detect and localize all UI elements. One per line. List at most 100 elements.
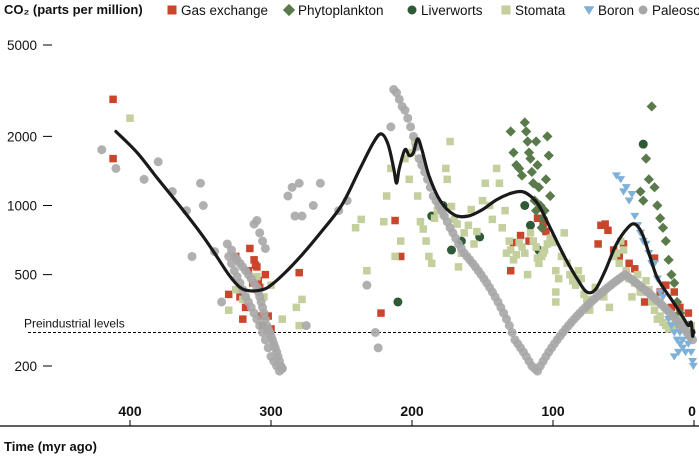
point-paleosols [258, 327, 268, 337]
point-phytoplankton [635, 186, 646, 197]
point-stomata [574, 266, 583, 275]
legend-marker-gas-exchange [167, 5, 177, 15]
point-boron [686, 348, 696, 357]
point-paleosols [227, 258, 237, 268]
x-tick-label: 300 [259, 403, 283, 419]
point-stomata [430, 214, 439, 222]
point-stomata [467, 205, 475, 214]
point-stomata [473, 227, 481, 236]
point-stomata [413, 192, 422, 200]
point-stomata [605, 303, 614, 312]
point-stomata [540, 246, 549, 254]
point-phytoplankton [530, 136, 542, 147]
point-stomata [419, 225, 428, 233]
point-stomata [546, 234, 554, 243]
point-stomata [633, 270, 642, 279]
point-paleosols [504, 321, 514, 331]
point-paleosols [403, 113, 413, 123]
point-phytoplankton [666, 269, 677, 280]
point-stomata [488, 215, 497, 224]
point-stomata [460, 229, 468, 237]
point-paleosols [408, 131, 418, 141]
point-paleosols [260, 335, 270, 345]
point-stomata [422, 237, 430, 245]
point-phytoplankton [542, 131, 553, 142]
point-stomata [363, 266, 371, 275]
data-points [97, 85, 698, 376]
point-stomata [543, 240, 552, 248]
point-stomata [568, 277, 577, 285]
point-stomata [518, 243, 526, 251]
point-stomata [628, 293, 636, 301]
point-phytoplankton [545, 190, 556, 202]
point-paleosols [297, 211, 307, 221]
point-liverworts [525, 220, 535, 230]
point-phytoplankton [526, 166, 537, 178]
point-paleosols [386, 122, 396, 132]
point-stomata [442, 164, 450, 173]
point-paleosols [315, 178, 325, 188]
point-boron [678, 336, 688, 344]
point-boron [616, 176, 626, 184]
point-phytoplankton [671, 296, 683, 308]
point-paleosols [139, 174, 149, 184]
point-stomata [557, 252, 566, 261]
point-stomata [580, 290, 588, 299]
point-paleosols [196, 178, 205, 188]
point-stomata [577, 274, 585, 283]
point-paleosols [362, 280, 372, 290]
x-tick-label: 400 [118, 403, 142, 419]
point-gas-exchange [631, 265, 639, 273]
point-paleosols [294, 178, 304, 188]
point-stomata [481, 179, 490, 187]
point-paleosols [400, 105, 410, 115]
point-stomata [232, 285, 240, 294]
point-stomata [616, 237, 625, 245]
point-stomata [533, 254, 542, 262]
point-stomata [292, 303, 301, 312]
y-tick-label: 5000 [7, 38, 37, 53]
co2-trend-line [114, 129, 696, 338]
point-paleosols [97, 145, 107, 155]
legend-marker-stomata [501, 5, 511, 15]
point-gas-exchange [109, 154, 117, 163]
point-phytoplankton [521, 126, 532, 137]
point-gas-exchange [396, 252, 405, 261]
point-stomata [552, 298, 560, 306]
point-stomata [612, 249, 621, 257]
point-paleosols [277, 364, 287, 374]
point-gas-exchange [604, 226, 612, 235]
point-paleosols [283, 191, 293, 201]
point-phytoplankton [533, 182, 544, 193]
point-gas-exchange [516, 231, 525, 240]
point-paleosols [260, 243, 270, 253]
point-stomata [425, 252, 433, 261]
point-stomata [532, 243, 540, 251]
point-gas-exchange [254, 277, 263, 285]
point-liverworts [520, 201, 530, 210]
point-stomata [447, 202, 456, 211]
point-boron [624, 197, 634, 205]
point-boron [669, 329, 679, 337]
point-stomata [351, 224, 360, 232]
point-boron [672, 336, 682, 344]
point-stomata [670, 325, 679, 333]
point-stomata [450, 215, 459, 224]
point-phytoplankton [508, 147, 519, 158]
point-paleosols [287, 182, 297, 192]
point-phytoplankton [655, 213, 666, 224]
point-gas-exchange [670, 288, 679, 296]
point-phytoplankton [543, 150, 554, 161]
point-paleosols [187, 251, 197, 261]
point-phytoplankton [505, 126, 516, 137]
point-stomata [549, 238, 557, 247]
point-stomata [446, 137, 454, 146]
point-stomata [585, 306, 594, 314]
legend-marker-paleosols [638, 5, 648, 15]
point-stomata [600, 293, 608, 301]
y-tick-label: 200 [14, 359, 37, 374]
point-boron [621, 184, 631, 192]
point-stomata [619, 246, 628, 254]
point-gas-exchange [597, 221, 605, 230]
